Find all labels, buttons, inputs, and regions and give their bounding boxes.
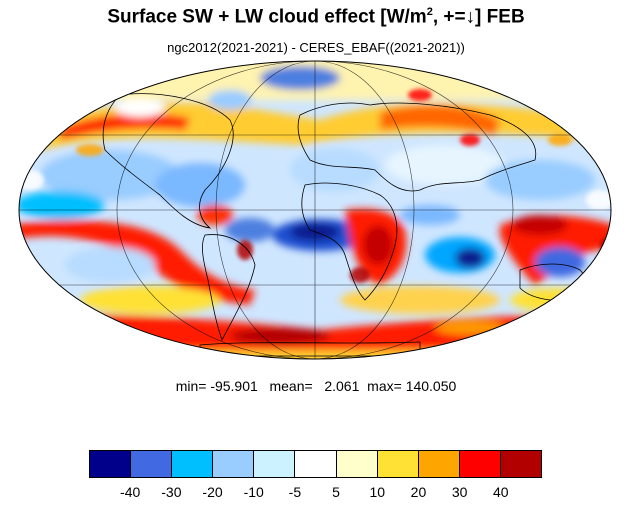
colorbar-tick-label: -30 <box>161 484 182 500</box>
mean-value: 2.061 <box>324 378 360 394</box>
graticule <box>19 61 611 359</box>
mean-label: mean= <box>269 378 313 394</box>
colorbar-tick-label: 20 <box>410 484 427 500</box>
colorbar <box>89 450 542 478</box>
colorbar-swatch <box>336 451 378 477</box>
title-main: Surface SW + LW cloud effect [W/m <box>107 6 427 28</box>
colorbar-labels: -40 -30 -20 -10 -5 5 10 20 30 40 <box>89 484 542 502</box>
colorbar-swatch <box>131 451 173 477</box>
coastline-outlines <box>102 93 586 357</box>
colorbar-tick-label: 40 <box>493 484 509 500</box>
colorbar-swatch <box>418 451 460 477</box>
colorbar-tick-label: -5 <box>288 484 302 500</box>
colorbar-swatch <box>500 451 542 477</box>
max-value: 140.050 <box>405 378 457 394</box>
colorbar-swatch <box>254 451 296 477</box>
chart-subtitle: ngc2012(2021-2021) - CERES_EBAF((2021-20… <box>167 40 465 55</box>
title-tail: , +=↓] FEB <box>432 6 525 28</box>
max-label: max= <box>367 378 402 394</box>
colorbar-tick-label: -40 <box>120 484 141 500</box>
field-layer <box>19 61 611 359</box>
min-value: -95.901 <box>210 378 258 394</box>
colorbar-tick-label: -10 <box>243 484 264 500</box>
colorbar-swatch <box>295 451 337 477</box>
colorbar-tick-label: 30 <box>451 484 468 500</box>
colorbar-tick-label: -20 <box>202 484 223 500</box>
globe-outline <box>18 60 612 360</box>
colorbar-tick-label: 10 <box>369 484 386 500</box>
colorbar-swatch <box>172 451 214 477</box>
title-superscript: 2 <box>426 6 433 18</box>
min-label: min= <box>175 378 207 394</box>
colorbar-swatch <box>90 451 132 477</box>
colorbar-swatch <box>459 451 501 477</box>
chart-title: Surface SW + LW cloud effect [W/m2, +=↓]… <box>0 6 632 28</box>
statistics-line: min= -95.901 mean= 2.061 max= 140.050 <box>0 378 632 394</box>
colorbar-tick-label: 5 <box>332 484 340 500</box>
colorbar-swatch <box>377 451 419 477</box>
colorbar-swatch <box>213 451 255 477</box>
